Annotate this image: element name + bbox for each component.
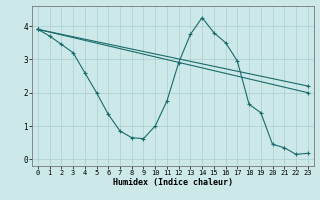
X-axis label: Humidex (Indice chaleur): Humidex (Indice chaleur): [113, 178, 233, 187]
